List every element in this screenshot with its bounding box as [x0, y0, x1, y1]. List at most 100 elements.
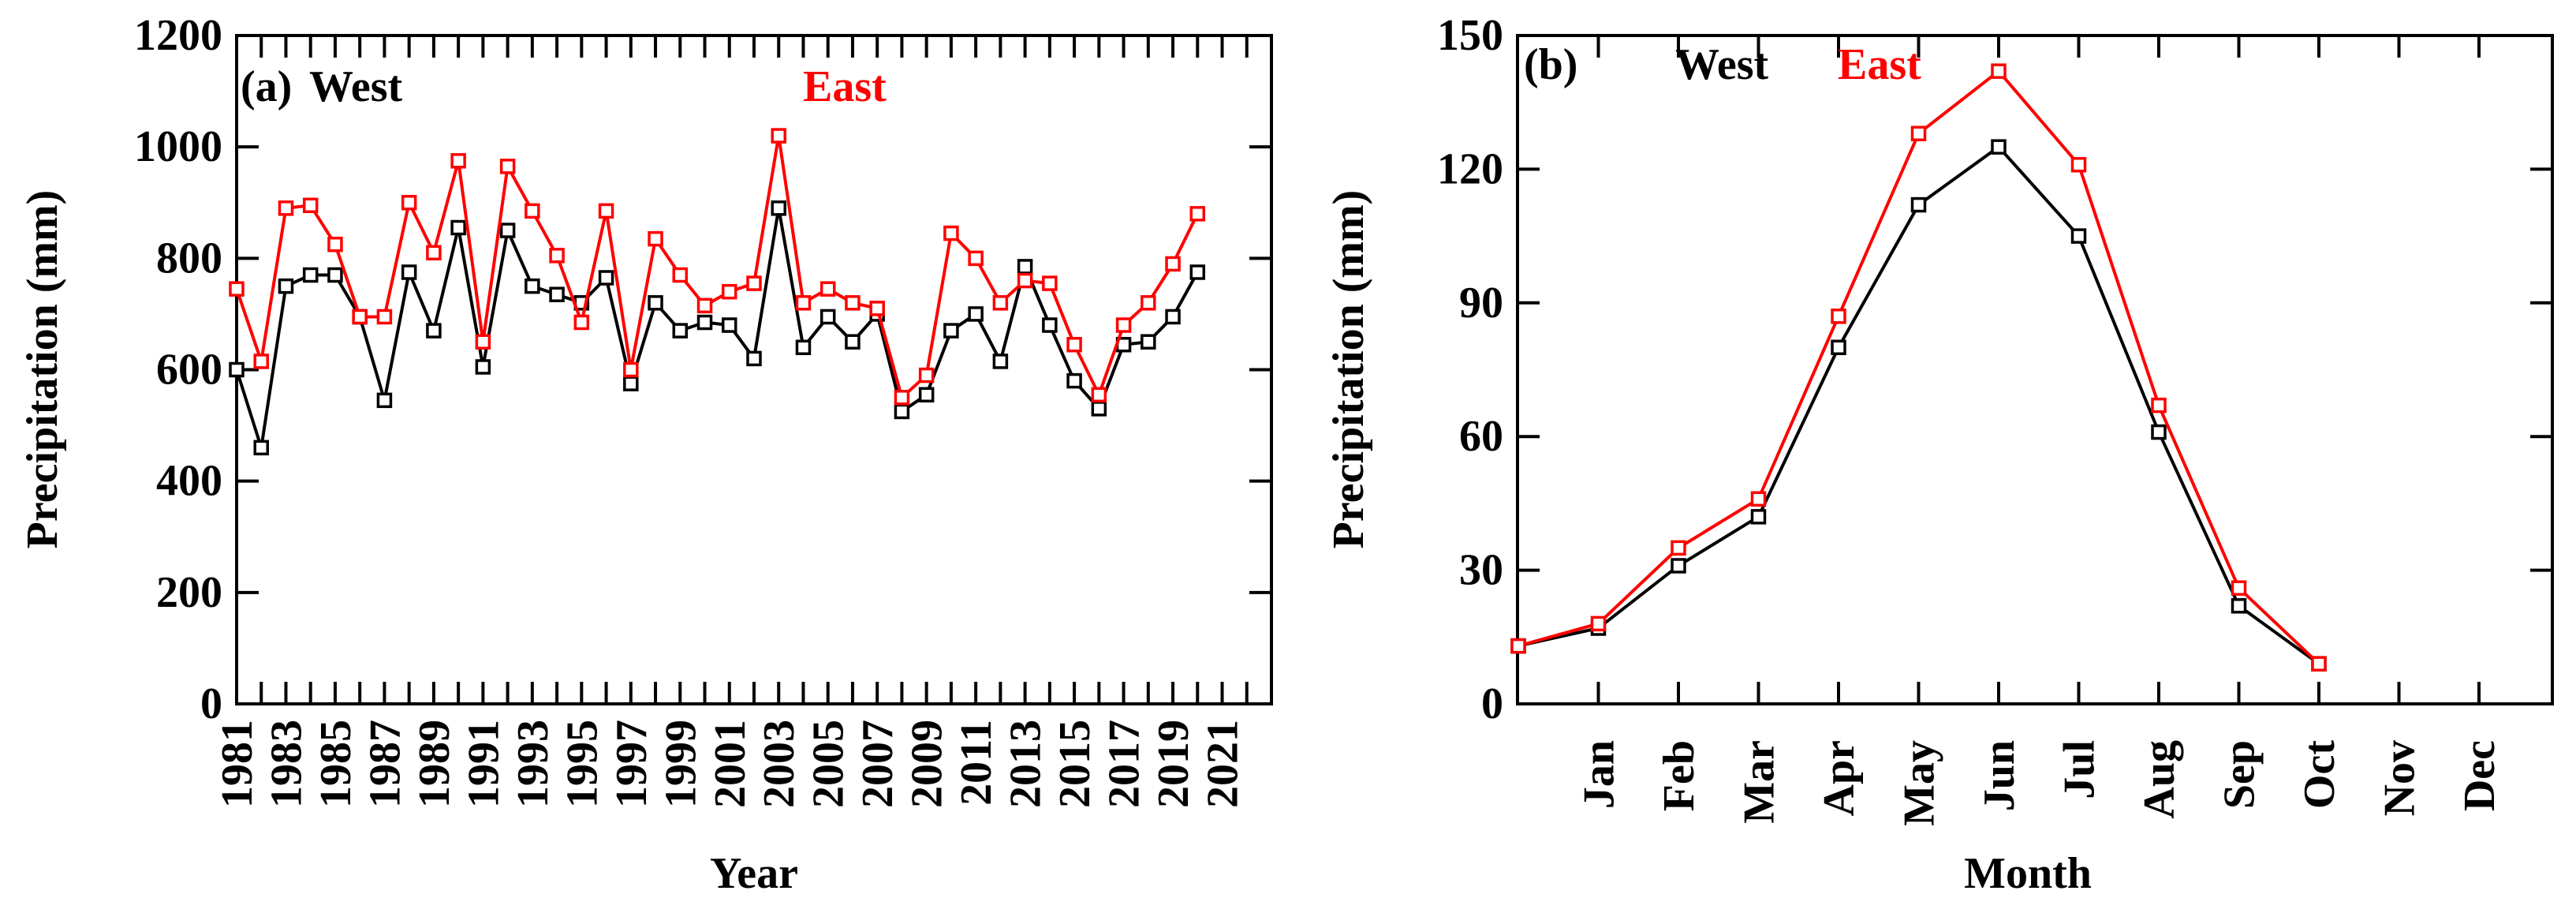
- y-tick-label: 1200: [134, 11, 222, 60]
- data-point-east: [1189, 206, 1206, 222]
- x-tick-label: 1989: [410, 720, 459, 808]
- x-tick-label: 2007: [853, 720, 902, 808]
- panel-a-x-axis: 1981 1983 1985 1987 1989 1991 1993 1995 1997 1999…: [213, 36, 1249, 808]
- y-tick-label: 200: [156, 568, 222, 617]
- data-point-west: [1991, 139, 2007, 155]
- data-point-east: [696, 297, 713, 314]
- x-tick-label: Sep: [2216, 740, 2264, 809]
- data-point-west: [696, 314, 713, 331]
- panel-a-legend-west: West: [309, 62, 403, 111]
- data-point-west: [2151, 424, 2167, 440]
- data-point-east: [968, 250, 984, 267]
- data-point-west: [648, 295, 663, 311]
- data-point-east: [1141, 295, 1156, 311]
- data-point-west: [253, 440, 269, 456]
- x-tick-label: Dec: [2455, 740, 2504, 811]
- x-tick-label: 1993: [509, 720, 558, 808]
- data-point-east: [2311, 656, 2327, 672]
- data-point-east: [1165, 256, 1181, 272]
- data-point-west: [598, 270, 614, 286]
- x-tick-label: 2015: [1051, 720, 1099, 808]
- panel-a-y-axis-title: Precipitation (mm): [18, 190, 67, 549]
- x-tick-label: 2013: [1002, 720, 1051, 808]
- data-point-west: [918, 387, 935, 403]
- panel-a-label: (a): [241, 62, 292, 111]
- data-point-west: [1165, 309, 1181, 325]
- data-point-east: [894, 390, 910, 406]
- data-point-west: [623, 376, 639, 391]
- data-point-east: [1910, 125, 1927, 141]
- data-point-east: [869, 301, 885, 316]
- data-point-east: [1991, 63, 2007, 79]
- data-point-east: [795, 295, 812, 311]
- panel-a-series: [229, 128, 1206, 456]
- series-east: [229, 128, 1206, 406]
- data-point-west: [1910, 196, 1927, 213]
- y-tick-label: 600: [156, 346, 222, 395]
- data-point-west: [475, 359, 491, 375]
- panel-a-x-axis-title: Year: [710, 849, 798, 898]
- data-point-east: [648, 230, 663, 247]
- x-tick-label: 1991: [459, 720, 508, 808]
- data-point-east: [746, 275, 762, 291]
- data-point-west: [549, 286, 565, 302]
- data-point-west: [672, 323, 689, 339]
- data-point-west: [1042, 317, 1058, 333]
- x-tick-label: Jan: [1575, 740, 1624, 809]
- x-tick-label: 2009: [903, 720, 952, 808]
- data-point-east: [918, 367, 935, 384]
- panel-b-legend-east: East: [1838, 40, 1921, 89]
- data-point-west: [722, 317, 737, 333]
- data-point-east: [1831, 308, 1846, 324]
- data-point-east: [499, 159, 516, 174]
- data-point-west: [1750, 509, 1767, 525]
- data-point-east: [401, 195, 417, 211]
- data-point-west: [376, 392, 393, 409]
- data-point-west: [2070, 228, 2087, 244]
- data-point-east: [525, 203, 540, 219]
- data-point-west: [795, 339, 812, 356]
- data-point-west: [499, 223, 516, 238]
- data-point-west: [819, 309, 836, 325]
- data-point-west: [943, 323, 959, 339]
- data-point-east: [549, 248, 565, 264]
- y-tick-label: 150: [1437, 11, 1503, 60]
- data-point-east: [1066, 336, 1082, 353]
- data-point-west: [525, 278, 540, 294]
- data-point-east: [623, 361, 639, 378]
- data-point-west: [1831, 339, 1846, 356]
- data-point-east: [1671, 540, 1686, 556]
- data-point-west: [327, 267, 343, 283]
- data-point-east: [771, 128, 786, 144]
- series-east: [1510, 63, 2327, 672]
- data-point-east: [1590, 616, 1607, 632]
- data-point-west: [1066, 372, 1082, 389]
- x-tick-label: 2001: [706, 720, 755, 808]
- x-tick-label: 1997: [607, 720, 656, 808]
- data-point-east: [352, 309, 368, 325]
- data-point-west: [450, 219, 466, 236]
- x-tick-label: Feb: [1655, 740, 1704, 811]
- y-tick-label: 400: [156, 457, 222, 506]
- panel-b-x-axis: Jan Feb Mar Apr May Jun Jul Aug Sep Oct Nov Dec: [1575, 36, 2504, 826]
- data-point-west: [845, 334, 861, 350]
- panel-b-series: [1510, 63, 2327, 672]
- data-point-east: [475, 334, 491, 350]
- x-tick-label: 1985: [312, 720, 360, 808]
- series-line-east: [235, 134, 1200, 399]
- x-tick-label: Mar: [1735, 740, 1784, 824]
- data-point-east: [376, 309, 393, 325]
- y-tick-label: 30: [1459, 546, 1503, 595]
- data-point-west: [2231, 598, 2247, 614]
- panel-a-legend-east: East: [803, 62, 887, 111]
- data-point-west: [229, 361, 245, 378]
- data-point-east: [327, 236, 343, 253]
- data-point-west: [771, 200, 786, 216]
- x-tick-label: 2003: [755, 720, 804, 808]
- data-point-east: [1750, 491, 1767, 507]
- data-point-east: [450, 153, 466, 169]
- data-point-east: [573, 314, 590, 331]
- x-tick-label: Aug: [2135, 740, 2184, 819]
- data-point-east: [845, 295, 861, 311]
